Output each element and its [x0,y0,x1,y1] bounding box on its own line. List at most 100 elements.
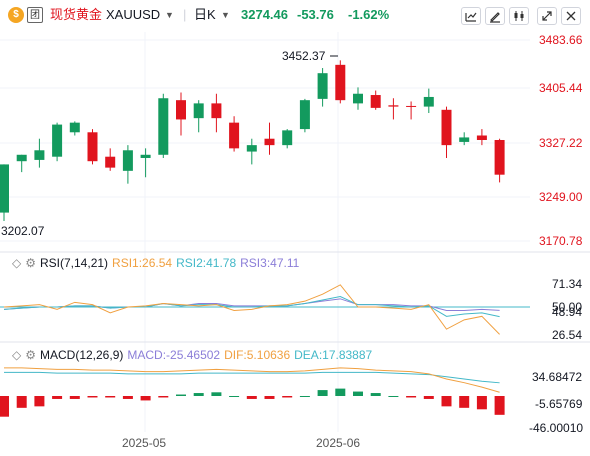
candle-body [193,103,204,119]
hide-eye-icon[interactable]: ◇ [12,348,22,362]
candle-body [158,98,169,155]
expand-icon[interactable] [537,7,557,25]
hide-eye-icon[interactable]: ◇ [12,256,22,270]
candle-body [388,105,399,107]
rsi3-line [3,298,500,311]
macd-bar [494,396,505,415]
macd-bar [105,396,116,398]
close-icon[interactable] [561,7,581,25]
rsi-axis-label: 26.54 [552,328,582,342]
macd-bar [282,396,293,398]
dea-label: DEA:17.83887 [294,348,373,362]
price-change: -53.76 [297,7,334,22]
macd-bar [264,396,275,399]
macd-bar [459,396,470,408]
macd-bar [335,388,346,396]
indicator-icon[interactable] [461,7,481,25]
candle-body [140,154,151,158]
symbol-name-cn[interactable]: 现货黄金 [50,7,103,22]
symbol-dropdown-icon[interactable]: ▼ [165,10,174,20]
macd-legend: ◇ ⚙ MACD(12,26,9) MACD:-25.46502 DIF:5.10636… [12,348,376,362]
macd-axis-label: 34.68472 [532,370,582,384]
macd-bar [140,396,151,401]
macd-bar [406,396,417,398]
top-toolbar: $ 团 现货黄金 XAUUSD ▼ | 日K ▼ 3274.46 -53.76 … [0,0,590,32]
candle-body [423,96,434,107]
candle-body [299,100,310,130]
candle-body [459,137,470,142]
macd-bar [193,393,204,396]
price-change-percent: -1.62% [348,7,390,22]
price-axis-label: 3249.00 [539,190,583,204]
candle-body [406,105,417,107]
candle-body [105,156,116,168]
candle-body [264,138,275,146]
macd-axis-label: -5.65769 [535,397,583,411]
candle-body [317,73,328,99]
candle-body [176,100,186,120]
macd-bar [229,396,240,397]
dif-label: DIF:5.10636 [224,348,291,362]
macd-bar [423,396,434,399]
chart-type-icon[interactable] [509,7,529,25]
candle-body [0,164,9,213]
macd-title: MACD(12,26,9) [40,348,124,362]
x-axis-label: 2025-05 [122,436,166,450]
candle-body [353,93,363,104]
macd-bar [69,396,80,399]
rsi-legend: ◇ ⚙ RSI(7,14,21) RSI1:26.54 RSI2:41.78 RSI3:4… [12,256,303,270]
candle-body [370,95,381,108]
macd-bar [16,396,27,408]
macd-bar [52,396,63,399]
high-annotation: 3452.37 [282,49,326,63]
settings-gear-icon[interactable]: ⚙ [25,256,36,270]
macd-bar [317,390,328,396]
draw-icon[interactable] [485,7,505,25]
macd-bar [353,391,363,396]
macd-bar [441,396,452,407]
rsi1-line [3,284,500,335]
chart-area[interactable]: 3202.07 3452.37 3483.66 3405.44 3327.22 … [0,32,590,456]
macd-bar [176,394,186,396]
macd-axis-label: -46.00010 [529,421,583,435]
candle-body [52,124,63,157]
macd-pane [0,367,505,417]
settings-gear-icon[interactable]: ⚙ [25,348,36,362]
logo-text-icon: 团 [27,7,43,23]
interval-dropdown-icon[interactable]: ▼ [221,10,230,20]
x-axis-label: 2025-06 [316,436,360,450]
candle-body [87,132,98,162]
candle-body [34,150,45,160]
candle-body [16,154,27,162]
macd-bar [299,396,310,397]
candle-body [229,122,240,149]
macd-bar [0,396,9,417]
candle-body [441,109,452,146]
candle-body [335,64,346,101]
macd-bar [476,396,487,410]
candle-body [494,139,505,175]
dea-line [4,371,500,384]
rsi-axis-label: 48.94 [552,305,582,319]
macd-label: MACD:-25.46502 [127,348,221,362]
low-annotation: 3202.07 [1,224,45,238]
macd-bar [370,393,381,396]
macd-bar [158,396,169,398]
macd-bar [211,392,222,396]
rsi-axis-label: 71.34 [552,277,582,291]
candle-body [246,145,257,152]
candle-body [211,103,222,119]
interval-selector[interactable]: 日K [194,7,216,22]
symbol-name[interactable]: XAUUSD [106,7,161,22]
toolbar-divider: | [183,7,187,22]
macd-bar [246,396,257,399]
rsi-title: RSI(7,14,21) [40,256,109,270]
last-price: 3274.46 [241,7,288,22]
rsi1-label: RSI1:26.54 [112,256,173,270]
rsi-pane [0,284,530,335]
rsi-axis-label: 50.00 [552,300,582,314]
brand-logo-icon: $ [8,7,24,23]
rsi3-label: RSI3:47.11 [240,256,300,270]
price-axis-label: 3405.44 [539,81,583,95]
price-axis-label: 3170.78 [539,234,583,248]
